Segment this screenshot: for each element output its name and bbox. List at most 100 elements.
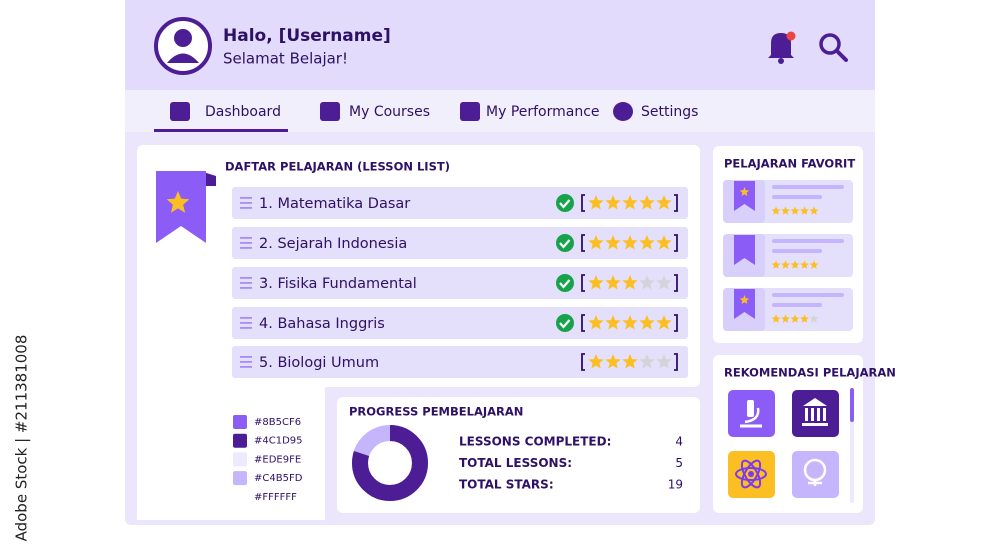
header-bar — [125, 0, 875, 90]
nav-item[interactable]: My Performance — [460, 102, 600, 121]
lesson-list-title: DAFTAR PELAJARAN (LESSON LIST) — [225, 160, 450, 174]
nav-bar — [125, 90, 875, 132]
lesson-row[interactable]: 2. Sejarah Indonesia — [232, 227, 688, 259]
star-rating — [588, 315, 672, 330]
text-line — [772, 195, 822, 199]
star-rating — [588, 275, 672, 290]
palette-area — [137, 380, 325, 520]
favorite-bookmark — [734, 181, 755, 211]
favorites-title: PELAJARAN FAVORIT — [724, 157, 855, 171]
star-rating — [771, 260, 819, 269]
star — [809, 206, 819, 215]
star — [800, 314, 809, 323]
star — [639, 235, 655, 250]
star — [771, 314, 781, 323]
swatch-label: #C4B5FD — [254, 473, 303, 484]
check-icon — [556, 194, 574, 212]
check-mark — [559, 279, 571, 289]
drag-handle — [240, 366, 252, 368]
check-icon — [556, 314, 574, 332]
star — [656, 315, 672, 330]
rec-tile[interactable] — [728, 451, 775, 498]
drag-handle — [240, 356, 252, 358]
star — [622, 315, 638, 330]
swatch — [233, 489, 247, 504]
swatch — [233, 433, 247, 448]
drag-handle — [240, 242, 252, 244]
rec-tile[interactable] — [792, 390, 839, 437]
text-line — [772, 293, 844, 297]
lesson-row[interactable]: 3. Fisika Fundamental — [232, 267, 688, 299]
palette: #8B5CF6 #4C1D95 #EDE9FE #C4B5FD #FFFFFF — [233, 415, 303, 504]
swatch — [233, 471, 247, 486]
bracket — [581, 234, 678, 252]
swatch — [233, 452, 247, 467]
star — [605, 195, 621, 210]
nav-item[interactable]: Dashboard — [154, 102, 288, 132]
drag-handle — [240, 282, 252, 284]
star — [588, 315, 604, 330]
watermark: Adobe Stock | #211381008 — [13, 335, 31, 542]
rec-tile[interactable] — [792, 451, 839, 498]
check-icon — [556, 274, 574, 292]
nav: Dashboard My Courses My Performance Setting… — [154, 102, 698, 132]
star-rating — [588, 235, 672, 250]
bracket — [581, 194, 678, 212]
star — [781, 314, 790, 323]
progress-card — [337, 397, 700, 513]
notification-icon[interactable] — [768, 31, 796, 65]
star — [800, 206, 809, 215]
star — [809, 260, 819, 269]
favorite-item[interactable] — [723, 180, 853, 223]
scroll-thumb — [850, 388, 854, 422]
favorite-item[interactable] — [723, 288, 853, 331]
lesson-list: 1. Matematika Dasar 2. Sejarah Indonesia 3… — [232, 187, 688, 378]
nav-icon — [170, 102, 190, 121]
star — [639, 275, 655, 290]
rec-tile[interactable] — [728, 390, 775, 437]
avatar[interactable] — [154, 17, 212, 75]
star — [656, 275, 672, 290]
donut-progress — [352, 425, 428, 501]
drag-handle — [240, 327, 252, 329]
swatch-label: #FFFFFF — [254, 492, 297, 503]
star — [656, 354, 672, 369]
nav-underline — [154, 129, 288, 132]
check-mark — [559, 319, 571, 329]
lesson-row[interactable]: 4. Bahasa Inggris — [232, 307, 688, 339]
lesson-row-bg — [232, 307, 688, 339]
swatch-label: #4C1D95 — [254, 436, 303, 447]
text-line — [772, 303, 822, 307]
favorite-item[interactable] — [723, 234, 853, 277]
swatch-label: #8B5CF6 — [254, 417, 301, 428]
drag-handle — [240, 277, 252, 279]
favorite-bookmark — [734, 289, 755, 319]
star-rating — [588, 195, 672, 210]
swatch-label: #EDE9FE — [254, 454, 301, 465]
lesson-row[interactable]: 5. Biologi Umum — [232, 346, 688, 378]
nav-label: My Courses — [349, 104, 430, 120]
nav-label: Dashboard — [205, 104, 281, 120]
drag-handle — [240, 361, 252, 363]
lesson-row[interactable]: 1. Matematika Dasar — [232, 187, 688, 219]
star — [771, 260, 781, 269]
drag-handle — [240, 207, 252, 209]
star — [622, 235, 638, 250]
nav-item[interactable]: Settings — [613, 102, 698, 121]
bookmark-badge — [156, 171, 216, 243]
star — [639, 354, 655, 369]
star — [781, 206, 790, 215]
swatch — [233, 415, 247, 429]
star — [790, 314, 800, 323]
drag-handle — [240, 237, 252, 239]
nav-icon — [320, 102, 340, 121]
star — [605, 315, 621, 330]
star — [622, 195, 638, 210]
star — [605, 235, 621, 250]
favorites — [723, 180, 853, 331]
drag-handle — [240, 202, 252, 204]
search-icon[interactable] — [819, 33, 848, 62]
check-icon — [556, 234, 574, 252]
nav-item[interactable]: My Courses — [320, 102, 430, 121]
